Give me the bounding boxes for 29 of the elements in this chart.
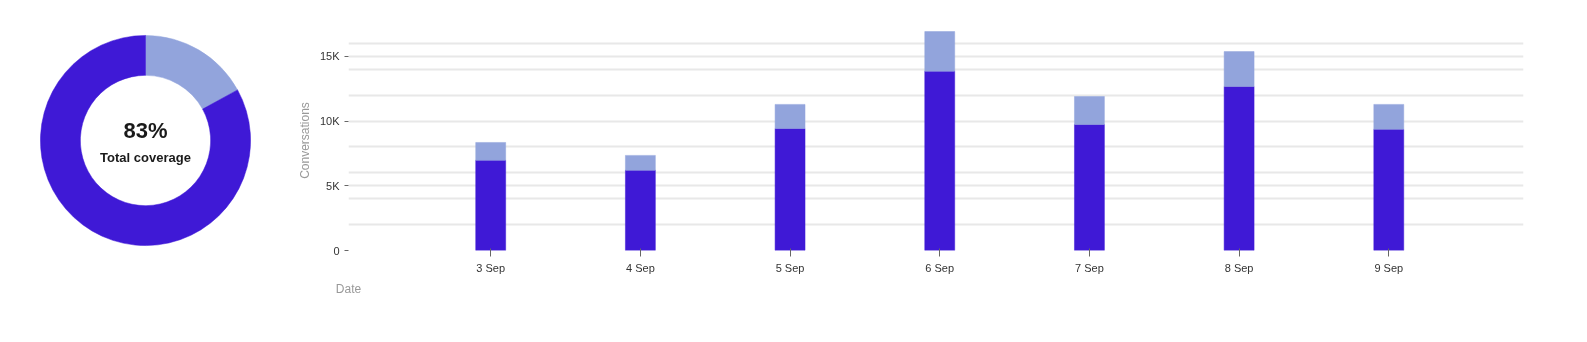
x-tick-label: 5 Sep [775, 261, 805, 274]
bar [1074, 124, 1105, 251]
x-axis-title: Date [335, 281, 362, 296]
bar [1223, 51, 1255, 87]
bar [475, 142, 506, 161]
y-tick-label: 15K [319, 50, 341, 63]
bar [475, 160, 506, 251]
x-tick-label: 7 Sep [1075, 261, 1104, 274]
bar [774, 104, 806, 129]
text: 83% [123, 117, 168, 143]
bar [1373, 104, 1404, 130]
x-tick-label: 3 Sep [476, 261, 506, 274]
x-tick-label: 9 Sep [1374, 261, 1404, 274]
x-tick-label: 6 Sep [925, 261, 955, 274]
bar [625, 170, 656, 251]
x-tick-label: 8 Sep [1224, 261, 1254, 274]
bar [1074, 96, 1105, 125]
y-tick-label: 5K [326, 179, 341, 192]
bar [1223, 86, 1255, 251]
y-tick-label: 0 [333, 244, 340, 257]
bar [924, 70, 955, 251]
text: Total coverage [100, 149, 191, 165]
x-tick-label: 4 Sep [626, 261, 655, 274]
y-axis-title: Conversations [297, 102, 312, 179]
y-tick-label: 10K [319, 115, 341, 128]
bar [774, 128, 806, 251]
bar [1373, 129, 1404, 251]
bar [924, 31, 955, 72]
bar [625, 155, 656, 171]
